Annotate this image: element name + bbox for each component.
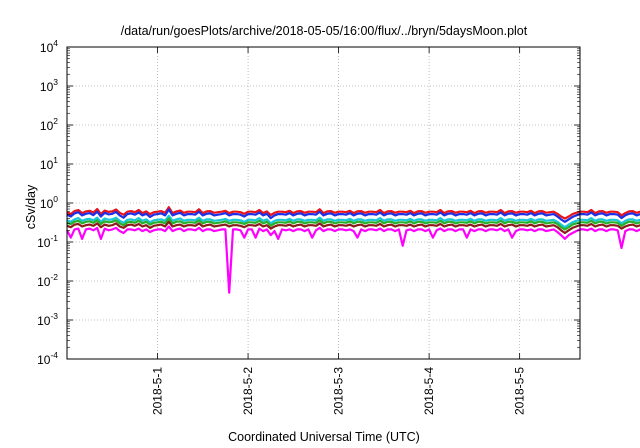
y-tick-label: 10-1 bbox=[37, 233, 58, 250]
y-axis-label: cSv/day bbox=[24, 184, 38, 229]
series-layer bbox=[66, 206, 640, 294]
grid bbox=[67, 47, 580, 359]
series-line-1 bbox=[66, 206, 640, 220]
y-tick-label: 104 bbox=[40, 38, 58, 55]
y-tick-label: 10-3 bbox=[37, 311, 58, 328]
tick-labels: 10-4 10-3 10-2 10-1 100 101 102 103 104 2018-5-1 2… bbox=[37, 38, 527, 415]
y-tick-label: 100 bbox=[40, 194, 58, 211]
x-tick-label: 2018-5-1 bbox=[151, 367, 165, 415]
series-line-5 bbox=[66, 220, 640, 235]
series-line-4 bbox=[66, 217, 640, 231]
y-tick-label: 103 bbox=[40, 77, 58, 94]
axes bbox=[66, 46, 581, 360]
y-tick-label: 10-4 bbox=[37, 350, 58, 367]
y-tick-label: 102 bbox=[40, 116, 58, 133]
x-tick-label: 2018-5-2 bbox=[241, 367, 255, 415]
plot-frame bbox=[66, 46, 581, 360]
x-axis-label: Coordinated Universal Time (UTC) bbox=[228, 430, 420, 444]
y-tick-label: 10-2 bbox=[37, 272, 58, 289]
series-line-3 bbox=[66, 214, 640, 229]
series-line-2 bbox=[66, 208, 640, 223]
chart-title: /data/run/goesPlots/archive/2018-05-05/1… bbox=[121, 24, 528, 38]
x-tick-label: 2018-5-3 bbox=[332, 367, 346, 415]
x-tick-label: 2018-5-5 bbox=[513, 367, 527, 415]
y-tick-label: 101 bbox=[40, 155, 58, 172]
series-line-6 bbox=[66, 225, 640, 294]
x-tick-label: 2018-5-4 bbox=[422, 367, 436, 415]
